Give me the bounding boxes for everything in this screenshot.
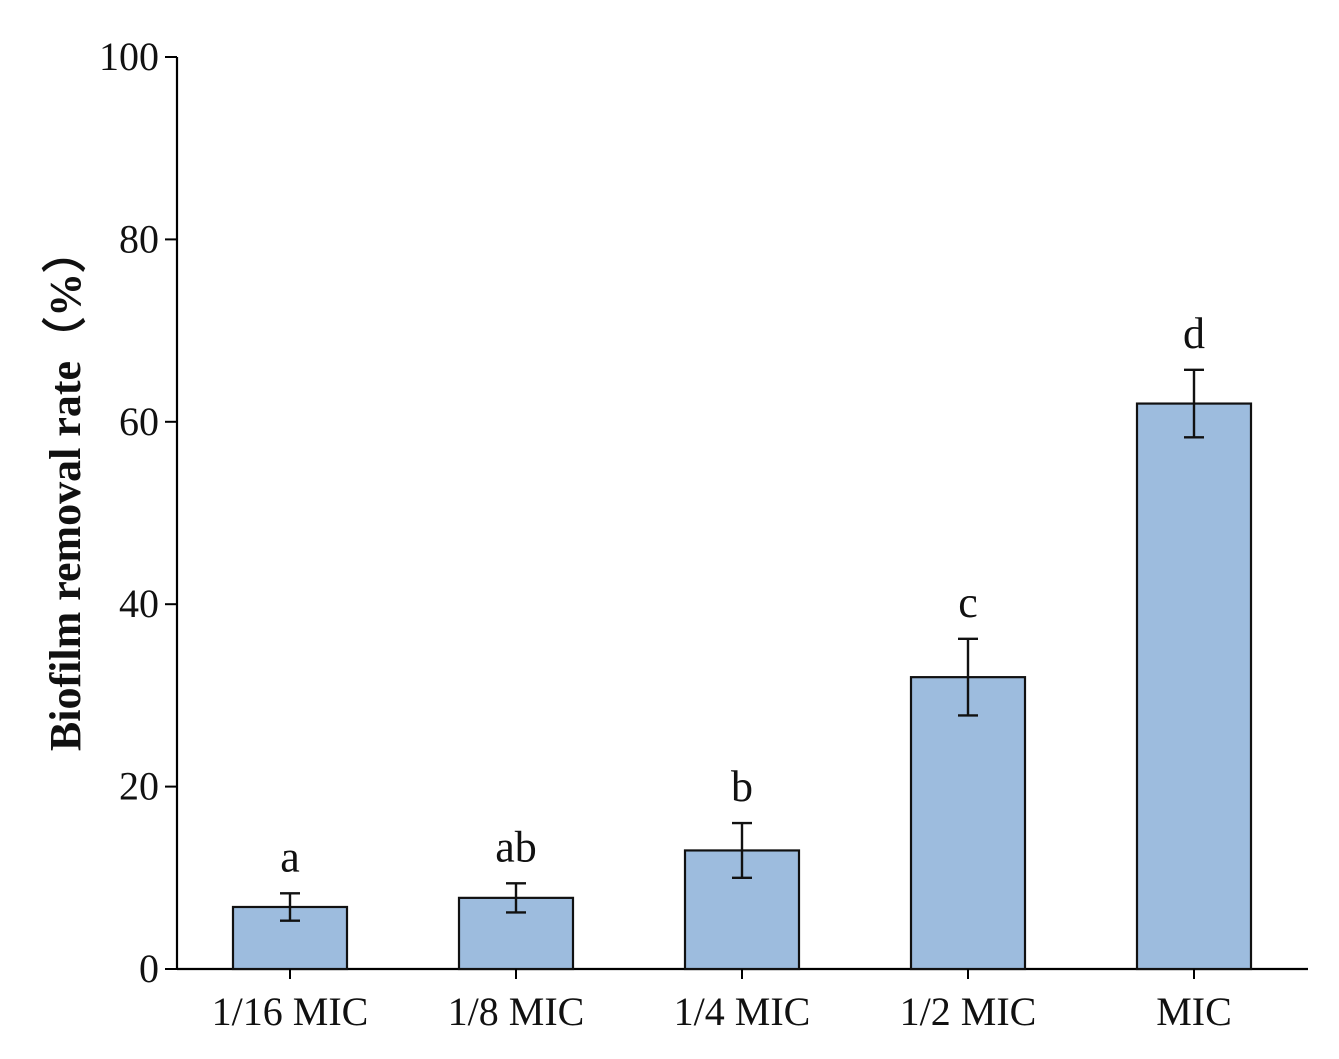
bar-1-2-mic [909,676,1027,971]
error-bar [506,882,526,914]
x-tick-label: 1/16 MIC [212,989,369,1034]
x-ticks: 1/16 MIC 1/8 MIC 1/4 MIC 1/2 MIC MIC [212,969,1232,1034]
y-tick-label: 0 [139,946,159,991]
bar-mic [1135,402,1253,971]
error-bar [732,821,752,879]
error-bar [1184,368,1204,439]
y-axis-label: Biofilm removal rate（%） [41,229,90,751]
error-bar [280,892,300,922]
significance-labels: a ab b c d [280,309,1205,881]
bars [231,402,1253,971]
x-tick-label: MIC [1156,989,1232,1034]
y-tick-label: 80 [119,216,159,261]
x-tick-label: 1/2 MIC [900,989,1037,1034]
error-bars [280,368,1204,922]
x-tick-label: 1/4 MIC [674,989,811,1034]
y-tick-label: 100 [99,34,159,79]
significance-label: c [958,578,978,627]
error-bar [958,637,978,717]
y-tick-label: 40 [119,581,159,626]
y-ticks: 0 20 40 60 80 100 [99,34,177,991]
significance-label: a [280,832,300,881]
significance-label: ab [495,822,537,871]
significance-label: d [1183,309,1205,358]
y-tick-label: 60 [119,399,159,444]
significance-label: b [731,762,753,811]
x-tick-label: 1/8 MIC [448,989,585,1034]
y-tick-label: 20 [119,764,159,809]
